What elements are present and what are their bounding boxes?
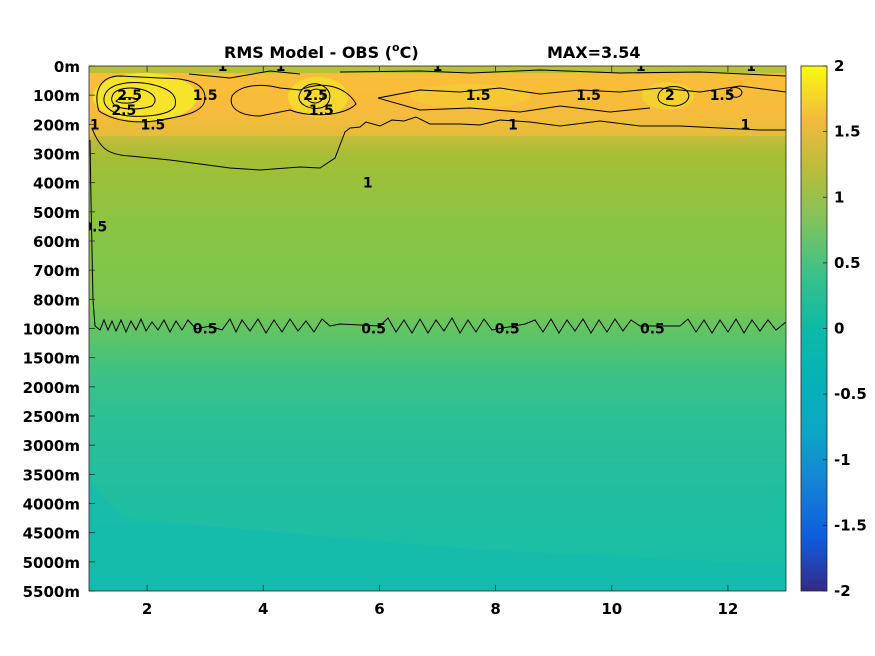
chart-title: RMS Model - OBS (oC) — [224, 41, 419, 62]
contour-label: 1 — [218, 59, 228, 75]
hotspot-4 — [410, 84, 530, 108]
contour-label: 1.5 — [710, 88, 735, 104]
contour-label: 0.5 — [495, 322, 520, 338]
x-tick-label: 2 — [142, 600, 152, 618]
colorbar-ticks: 2 1.5 1 0.5 0 -0.5 -1 -1.5 -2 — [823, 57, 867, 600]
contour-label: 1 — [508, 117, 518, 133]
contour-labels: 1 1 1 1 11.52.52.51.5 2.51.51.5 1.5 21.51 1 110.5… — [82, 59, 756, 338]
y-axis-ticks: 0m 100m 200m 300m 400m 500m 600m 700m 800m 1000m 1… — [23, 58, 95, 601]
contour-label: 2.5 — [117, 88, 142, 104]
y-tick-label: 800m — [33, 291, 80, 309]
contour-1-line — [91, 116, 786, 171]
colorbar-tick-label: -1.5 — [834, 516, 867, 534]
y-tick-label: 0m — [54, 58, 80, 76]
contour-label: 1 — [90, 117, 100, 133]
x-tick-label: 8 — [490, 600, 500, 618]
y-tick-label: 2500m — [23, 408, 80, 426]
contour-label: 2.5 — [111, 103, 136, 119]
contour-0.5-left-line — [89, 139, 96, 327]
contour-1.5-band — [377, 85, 786, 99]
y-tick-label: 600m — [33, 233, 80, 251]
contour-label: 1.5 — [466, 88, 491, 104]
hotspot-1 — [93, 73, 197, 121]
y-tick-label: 1500m — [23, 350, 80, 368]
y-tick-label: 400m — [33, 175, 80, 193]
title-units: C) — [400, 43, 419, 62]
contour-2.5-left — [111, 87, 156, 110]
y-tick-label: 500m — [33, 204, 80, 222]
contour-label: 1 — [276, 59, 286, 75]
contour-label: 0.5 — [640, 322, 665, 338]
contour-label: 2.5 — [303, 88, 328, 104]
contour-2-mid — [298, 83, 331, 109]
contour-2.5-mid — [306, 88, 324, 104]
contour-1-top-line — [188, 70, 301, 79]
contour-label: 1.5 — [140, 117, 165, 133]
title-degree-superscript: o — [392, 41, 400, 54]
y-tick-label: 1000m — [23, 321, 80, 339]
y-tick-label: 300m — [33, 146, 80, 164]
y-tick-label: 4500m — [23, 525, 80, 543]
y-tick-label: 2000m — [23, 379, 80, 397]
y-tick-label: 700m — [33, 262, 80, 280]
contour-1-top2-line — [339, 69, 786, 77]
max-label: MAX=3.54 — [547, 43, 641, 62]
colorbar-tick-label: -1 — [834, 451, 851, 469]
contour-1.5-mid — [230, 84, 357, 117]
contour-1.5-left — [96, 75, 206, 123]
title-main: RMS Model - OBS ( — [224, 43, 392, 62]
y-tick-label: 4000m — [23, 496, 80, 514]
contour-label: 0.5 — [361, 322, 386, 338]
contour-lines — [89, 69, 786, 335]
x-tick-label: 4 — [258, 600, 268, 618]
x-tick-label: 12 — [717, 600, 738, 618]
contour-label: 1.5 — [309, 103, 334, 119]
surface-top-band — [89, 66, 786, 73]
contour-1.5-right-small — [727, 87, 743, 98]
y-tick-label: 5000m — [23, 554, 80, 572]
contour-label: 1 — [636, 59, 646, 75]
contour-label: 2 — [665, 88, 675, 104]
contour-2-left — [103, 82, 177, 117]
colorbar-tick-label: 2 — [834, 57, 844, 75]
contour-0.5-line — [94, 316, 786, 335]
contour-label: 1 — [363, 176, 373, 192]
colorbar-tick-label: 1.5 — [834, 123, 861, 141]
y-tick-label: 3500m — [23, 466, 80, 484]
colorbar-tick-label: 0 — [834, 320, 844, 338]
contour-label: 1.5 — [576, 88, 601, 104]
y-tick-label: 100m — [33, 87, 80, 105]
colorbar-tick-label: -2 — [834, 582, 851, 600]
x-tick-label: 6 — [374, 600, 384, 618]
x-tick-label: 10 — [601, 600, 622, 618]
colorbar-tick-label: 0.5 — [834, 254, 861, 272]
y-tick-label: 3000m — [23, 437, 80, 455]
heatmap-field — [89, 66, 786, 591]
contour-label: 1.5 — [193, 88, 218, 104]
contour-3-left — [115, 97, 139, 104]
colorbar-tick-label: -0.5 — [834, 385, 867, 403]
plot-area: 1 1 1 1 11.52.52.51.5 2.51.51.5 1.5 21.51 1 110.5… — [82, 59, 786, 591]
y-tick-label: 5500m — [23, 583, 80, 601]
contour-label: 0.5 — [193, 322, 218, 338]
x-axis-ticks: 2 4 6 8 10 12 — [142, 66, 738, 618]
contour-label: 1 — [746, 59, 756, 75]
contour-label: 1 — [740, 117, 750, 133]
deep-water-region — [89, 470, 786, 591]
colorbar-tick-label: 1 — [834, 188, 844, 206]
y-tick-label: 200m — [33, 116, 80, 134]
contour-2-right — [657, 86, 690, 107]
contour-label: 1 — [433, 59, 443, 75]
contour-1.5-band2 — [377, 97, 651, 113]
contour-label: 0.5 — [82, 219, 107, 235]
